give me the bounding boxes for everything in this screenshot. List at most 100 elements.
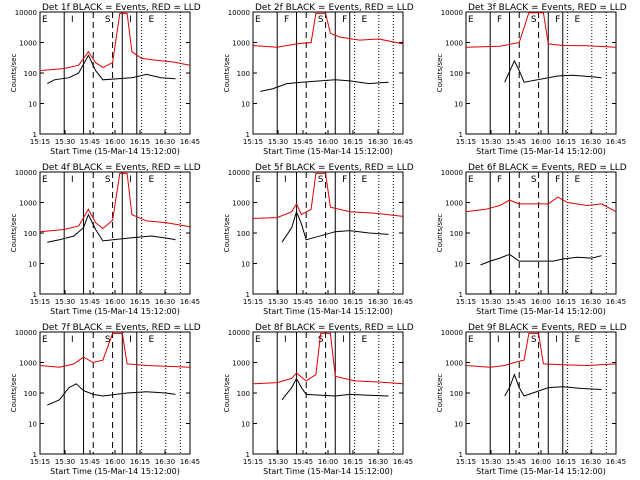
y-axis-label: Counts/sec (223, 374, 231, 413)
interval-label: E (361, 335, 367, 345)
x-axis-label: Start Time (15-Mar-14 15:12:00) (50, 307, 180, 316)
interval-label: I (71, 335, 74, 345)
y-tick-label: 10 (28, 101, 37, 109)
y-axis-label: Counts/sec (436, 214, 444, 253)
x-axis-label: Start Time (15-Mar-14 15:12:00) (263, 467, 393, 476)
x-tick-label: 16:15 (130, 138, 150, 146)
x-tick-label: 15:30 (55, 138, 75, 146)
y-axis-label: Counts/sec (10, 214, 18, 253)
lld-series-line (39, 172, 191, 233)
interval-label: S (105, 335, 111, 345)
x-tick-label: 16:45 (180, 138, 200, 146)
x-tick-label: 16:45 (393, 138, 413, 146)
y-tick-label: 100 (24, 70, 37, 78)
x-tick-label: 15:30 (481, 458, 501, 466)
lld-series-line (252, 172, 404, 219)
x-axis-label: Start Time (15-Mar-14 15:12:00) (476, 307, 606, 316)
x-tick-label: 16:00 (105, 458, 125, 466)
interval-label: E (361, 175, 367, 185)
y-tick-label: 10 (241, 101, 250, 109)
interval-label: I (129, 335, 132, 345)
chart-panel: Det 1f BLACK = Events, RED = LLD 1 10 100 10… (10, 3, 201, 156)
x-tick-label: 15:15 (456, 458, 476, 466)
y-tick-label: 10 (241, 261, 250, 269)
x-tick-label: 16:45 (180, 298, 200, 306)
y-tick-label: 1000 (232, 200, 250, 208)
interval-label: F (497, 175, 502, 185)
chart-panel: Det 4f BLACK = Events, RED = LLD 1 10 100 10… (10, 163, 201, 316)
y-tick-label: 1000 (19, 40, 37, 48)
x-tick-label: 15:30 (268, 138, 288, 146)
x-tick-label: 15:30 (268, 458, 288, 466)
x-tick-label: 15:15 (30, 138, 50, 146)
y-tick-label: 10 (28, 261, 37, 269)
x-tick-label: 16:00 (105, 298, 125, 306)
interval-label: I (71, 175, 74, 185)
y-tick-label: 100 (450, 390, 463, 398)
plot-frame (252, 11, 404, 135)
x-tick-label: 16:30 (368, 458, 388, 466)
chart-title: Det 9f BLACK = Events, RED = LLD (468, 323, 627, 333)
lld-series-line (252, 332, 404, 385)
interval-label: E (255, 15, 261, 25)
x-axis-label: Start Time (15-Mar-14 15:12:00) (263, 147, 393, 156)
interval-label: I (71, 15, 74, 25)
x-tick-label: 15:15 (243, 138, 263, 146)
chart-title: Det 4f BLACK = Events, RED = LLD (42, 163, 201, 173)
x-axis-label: Start Time (15-Mar-14 15:12:00) (476, 147, 606, 156)
y-tick-label: 1 (33, 291, 37, 299)
interval-label: E (574, 335, 580, 345)
interval-label: E (255, 175, 261, 185)
y-tick-label: 10000 (228, 169, 250, 177)
x-tick-label: 16:45 (180, 458, 200, 466)
x-tick-label: 16:45 (393, 298, 413, 306)
y-tick-label: 1 (33, 131, 37, 139)
interval-label: E (255, 335, 261, 345)
y-tick-label: 100 (237, 230, 250, 238)
lld-series-line (39, 12, 191, 72)
interval-label: E (42, 175, 48, 185)
lld-series-line (465, 12, 617, 48)
y-tick-label: 1 (246, 451, 250, 459)
x-tick-label: 16:15 (130, 298, 150, 306)
interval-label: E (42, 15, 48, 25)
interval-label: S (531, 335, 537, 345)
x-tick-label: 15:45 (506, 458, 526, 466)
chart-panel: Det 2f BLACK = Events, RED = LLD 1 10 100 10… (223, 3, 414, 156)
y-tick-label: 100 (450, 70, 463, 78)
x-tick-label: 16:00 (531, 138, 551, 146)
x-axis-label: Start Time (15-Mar-14 15:12:00) (50, 147, 180, 156)
x-tick-label: 16:15 (556, 458, 576, 466)
events-series-line (480, 253, 602, 266)
x-tick-label: 16:00 (105, 138, 125, 146)
x-tick-label: 16:15 (343, 298, 363, 306)
events-series-line (281, 210, 389, 243)
y-axis-label: Counts/sec (436, 374, 444, 413)
x-tick-label: 16:30 (581, 458, 601, 466)
chart-title: Det 5f BLACK = Events, RED = LLD (255, 163, 414, 173)
y-tick-label: 10000 (15, 169, 37, 177)
y-axis-label: Counts/sec (223, 214, 231, 253)
x-tick-label: 15:15 (243, 458, 263, 466)
interval-label: E (148, 335, 154, 345)
y-tick-label: 100 (237, 390, 250, 398)
plot-frame (465, 171, 617, 295)
y-tick-label: 10 (454, 261, 463, 269)
y-tick-label: 1000 (232, 40, 250, 48)
x-tick-label: 15:30 (55, 458, 75, 466)
interval-label: I (497, 335, 500, 345)
interval-label: I (129, 15, 132, 25)
events-series-line (47, 383, 176, 406)
x-tick-label: 16:00 (318, 298, 338, 306)
events-series-line (504, 59, 602, 83)
x-axis-label: Start Time (15-Mar-14 15:12:00) (476, 467, 606, 476)
chart-title: Det 3f BLACK = Events, RED = LLD (468, 3, 627, 13)
x-tick-label: 15:30 (55, 298, 75, 306)
x-tick-label: 16:30 (155, 458, 175, 466)
x-tick-label: 15:45 (293, 458, 313, 466)
interval-label: S (531, 175, 537, 185)
x-tick-label: 16:00 (531, 458, 551, 466)
y-tick-label: 100 (24, 230, 37, 238)
events-series-line (47, 54, 176, 85)
interval-label: F (342, 15, 347, 25)
